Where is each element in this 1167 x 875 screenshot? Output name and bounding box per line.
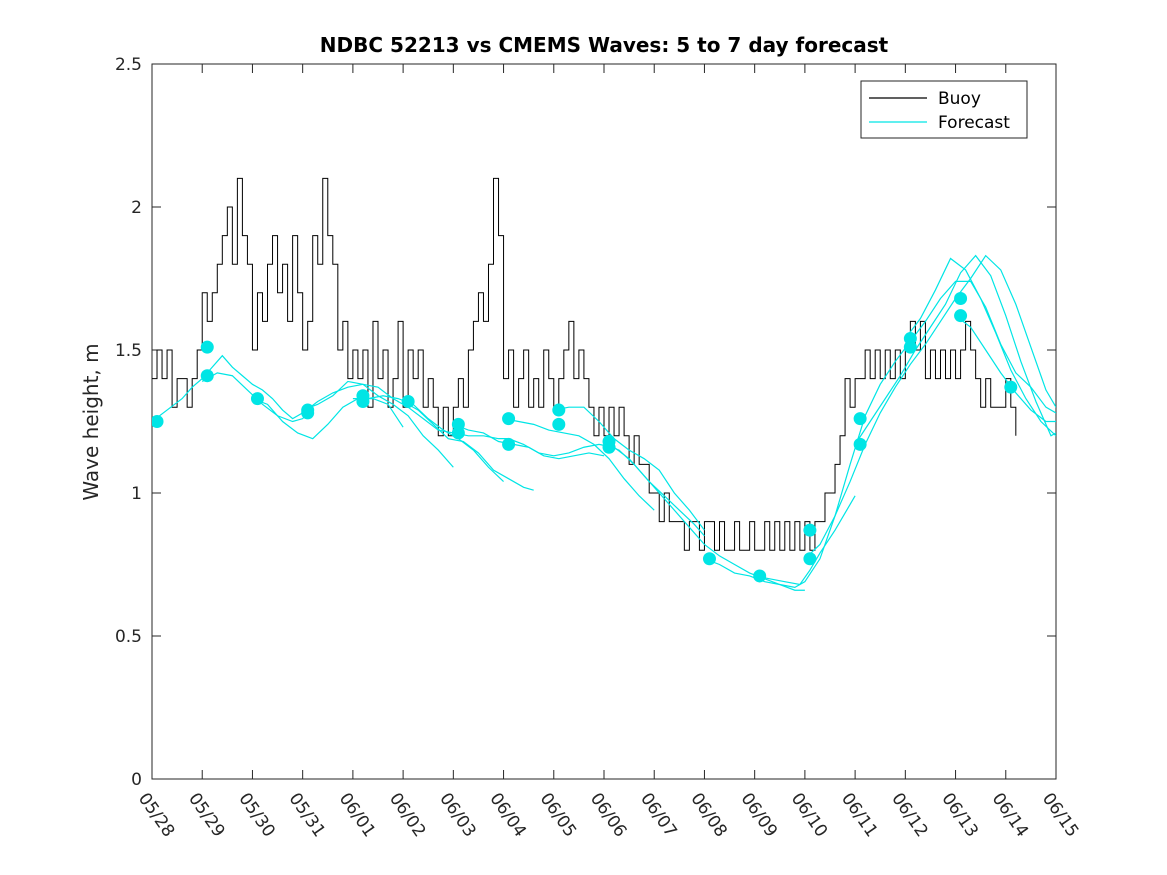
- forecast-series-line: [302, 380, 454, 468]
- forecast-start-marker: [552, 417, 566, 431]
- forecast-start-marker: [250, 392, 264, 406]
- forecast-start-marker: [451, 426, 465, 440]
- forecast-start-marker: [301, 406, 315, 420]
- y-tick-label: 1.5: [115, 341, 142, 361]
- buoy-series-line: [152, 177, 1017, 551]
- forecast-start-marker: [803, 523, 817, 537]
- forecast-series-line: [603, 443, 705, 537]
- forecast-series-line: [553, 406, 705, 531]
- legend-label-1: Forecast: [938, 113, 1010, 133]
- forecast-series-line: [904, 257, 1056, 437]
- forecast-series-line: [453, 423, 605, 460]
- forecast-start-marker: [954, 292, 968, 306]
- forecast-start-marker: [502, 437, 516, 451]
- forecast-series-line: [152, 280, 1056, 589]
- chart-title: NDBC 52213 vs CMEMS Waves: 5 to 7 day fo…: [320, 33, 889, 57]
- series-group: [152, 177, 1056, 591]
- forecast-start-marker: [753, 569, 767, 583]
- legend-box: [860, 80, 1028, 139]
- forecast-series-line: [804, 254, 1056, 560]
- legend-label-0: Buoy: [938, 89, 981, 109]
- forecast-start-marker: [702, 552, 716, 566]
- forecast-series-line: [754, 495, 856, 586]
- y-tick-label: 1: [131, 484, 142, 504]
- y-axis-label: Wave height, m: [79, 343, 103, 500]
- forecast-start-marker: [903, 340, 917, 354]
- y-tick-label: 2.5: [115, 55, 142, 75]
- forecast-series-line: [252, 398, 404, 440]
- forecast-start-marker: [200, 340, 214, 354]
- forecast-series-line: [854, 254, 1056, 445]
- forecast-start-marker: [1004, 380, 1018, 394]
- forecast-start-marker: [853, 437, 867, 451]
- forecast-start-marker: [552, 403, 566, 417]
- forecast-start-marker: [954, 309, 968, 323]
- forecast-series-line: [352, 395, 504, 482]
- forecast-series-line: [503, 418, 655, 511]
- forecast-series-line: [402, 400, 534, 491]
- forecast-start-marker: [152, 415, 164, 428]
- forecast-start-marker: [502, 412, 516, 426]
- y-tick-label: 2: [131, 198, 142, 218]
- forecast-start-marker: [401, 394, 415, 408]
- forecast-start-marker: [853, 412, 867, 426]
- y-tick-label: 0: [131, 770, 142, 790]
- forecast-start-marker: [803, 552, 817, 566]
- forecast-start-marker: [602, 440, 616, 454]
- y-tick-label: 0.5: [115, 627, 142, 647]
- forecast-start-marker: [356, 394, 370, 408]
- forecast-start-marker: [200, 369, 214, 383]
- forecast-series-line: [201, 372, 314, 423]
